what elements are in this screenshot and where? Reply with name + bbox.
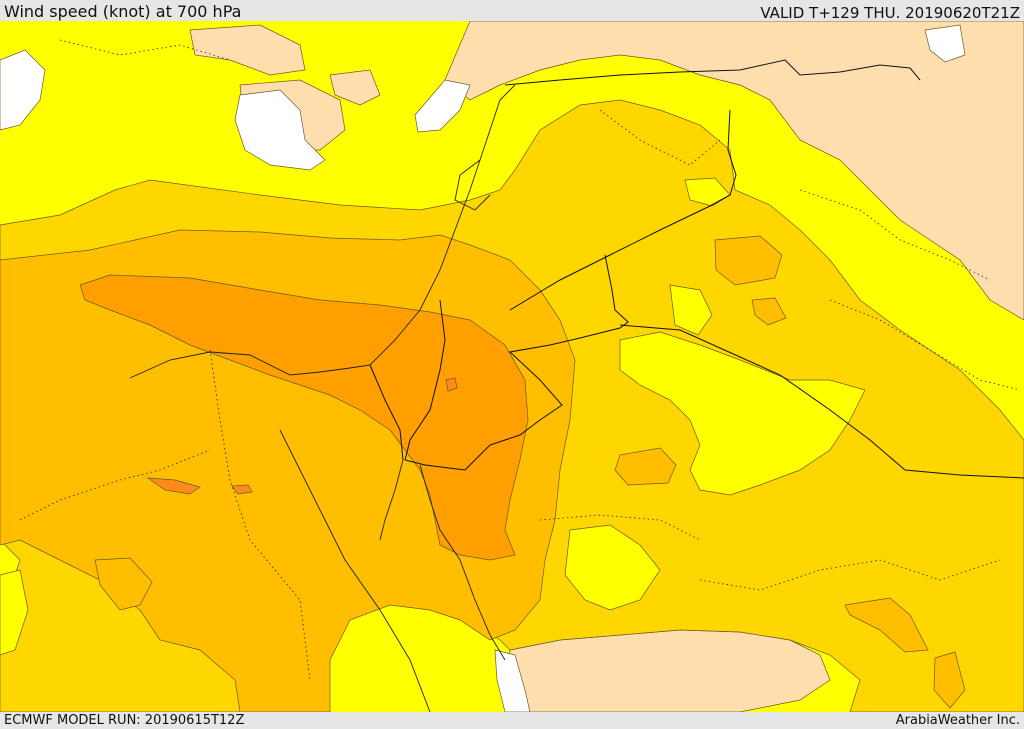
field-moderate-patch-2 xyxy=(564,524,661,611)
field-light-south xyxy=(504,629,831,712)
field-light-northeast xyxy=(444,21,1024,321)
field-strong-patch-3 xyxy=(844,597,929,653)
field-calm-2 xyxy=(0,49,46,131)
map-footer: ECMWF MODEL RUN: 20190615T12Z ArabiaWeat… xyxy=(0,712,1024,729)
field-moderate-patch-1 xyxy=(619,331,866,496)
wind-field-svg xyxy=(0,21,1024,712)
field-moderate-patch-5 xyxy=(0,569,29,656)
map-header: Wind speed (knot) at 700 hPa VALID T+129… xyxy=(0,0,1024,22)
field-calm-1 xyxy=(234,89,326,171)
model-run: ECMWF MODEL RUN: 20190615T12Z xyxy=(4,713,245,728)
field-strong-patch-4 xyxy=(933,651,966,709)
field-gale-3 xyxy=(445,377,458,392)
country-borders xyxy=(369,59,1024,479)
field-light-northwest-1 xyxy=(189,24,306,76)
wind-speed-map[interactable] xyxy=(0,21,1024,712)
field-calm-3 xyxy=(414,79,471,133)
field-strong-patch-2 xyxy=(614,447,677,486)
field-strong-patch-5 xyxy=(94,557,153,611)
brand-label: ArabiaWeather Inc. xyxy=(895,713,1020,728)
field-gale-1 xyxy=(146,477,201,495)
field-strong-patch-6 xyxy=(751,297,787,326)
coastlines xyxy=(129,84,516,712)
field-very-strong xyxy=(79,274,529,561)
field-strong-patch-1 xyxy=(714,235,783,286)
admin-boundaries xyxy=(19,39,1021,681)
valid-time: VALID T+129 THU. 20190620T21Z xyxy=(760,4,1020,22)
field-gale-2 xyxy=(231,484,253,495)
map-title: Wind speed (knot) at 700 hPa xyxy=(4,2,242,21)
field-light-northwest-3 xyxy=(329,69,381,106)
field-calm-5 xyxy=(494,649,531,712)
field-moderate-patch-4 xyxy=(669,284,713,336)
field-calm-4 xyxy=(924,24,966,63)
